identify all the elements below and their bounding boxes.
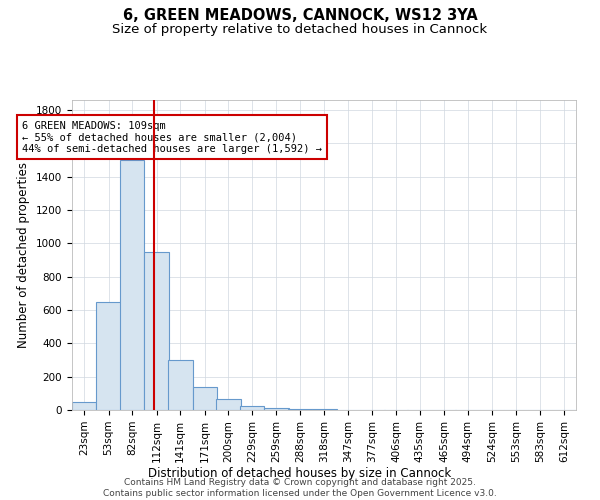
Bar [312,409,337,410]
Bar [145,252,169,410]
Bar [288,409,312,410]
Text: Contains HM Land Registry data © Crown copyright and database right 2025.
Contai: Contains HM Land Registry data © Crown c… [103,478,497,498]
Bar [193,386,217,410]
Bar [120,160,145,410]
Y-axis label: Number of detached properties: Number of detached properties [17,162,31,348]
Bar [216,399,241,410]
Bar [240,406,264,410]
Bar [97,302,121,410]
Text: 6, GREEN MEADOWS, CANNOCK, WS12 3YA: 6, GREEN MEADOWS, CANNOCK, WS12 3YA [122,8,478,22]
Text: Distribution of detached houses by size in Cannock: Distribution of detached houses by size … [148,467,452,480]
Bar [168,360,193,410]
Bar [264,408,289,410]
Text: 6 GREEN MEADOWS: 109sqm
← 55% of detached houses are smaller (2,004)
44% of semi: 6 GREEN MEADOWS: 109sqm ← 55% of detache… [22,120,322,154]
Bar [72,402,97,410]
Text: Size of property relative to detached houses in Cannock: Size of property relative to detached ho… [112,22,488,36]
